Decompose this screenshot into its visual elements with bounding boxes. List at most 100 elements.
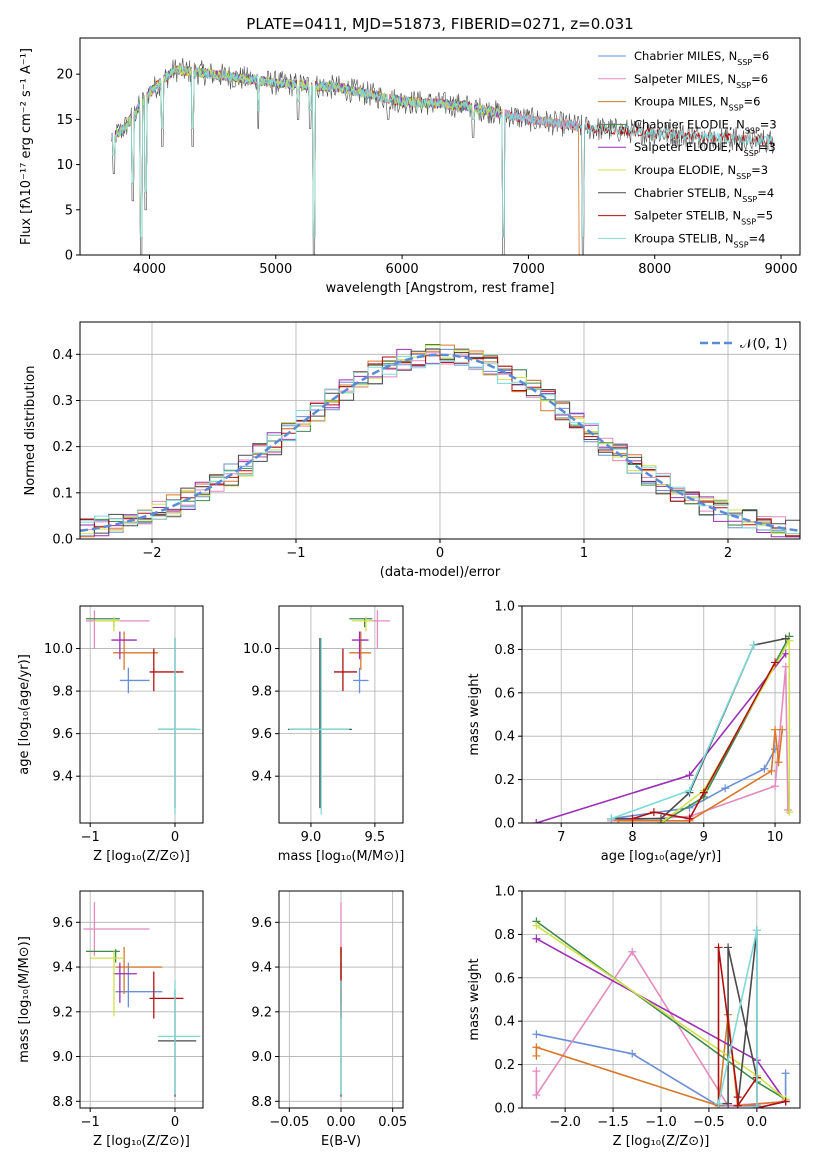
x-tick-label: 6000 <box>386 262 419 277</box>
x-axis-label: Z [log₁₀(Z/Z⊙)] <box>93 849 190 864</box>
data-point <box>781 1069 790 1078</box>
mass-vs-ebv-panel: −0.05 0.00 0.05 8.8 9.0 9.2 9.4 9.6 E(B-V) <box>251 890 407 1149</box>
data-point <box>781 662 790 671</box>
data-point <box>628 947 637 956</box>
spectrum-marks <box>111 58 776 255</box>
spectrum-line-kroupa-stelib <box>111 65 776 238</box>
x-tick-label: 0 <box>171 1115 179 1130</box>
data-point <box>774 758 783 767</box>
x-tick-label: 0.00 <box>327 1115 356 1130</box>
y-tick-label: 0.2 <box>494 1058 515 1073</box>
y-tick-label: 0.2 <box>52 440 73 455</box>
histogram-salpeter-stelib <box>80 355 800 537</box>
y-tick-label: 9.4 <box>52 961 73 976</box>
legend-label: Chabrier STELIB, NSSP=4 <box>634 186 774 204</box>
x-tick-label: 9.0 <box>301 830 322 845</box>
x-tick-label: 5000 <box>259 262 292 277</box>
y-axis-label: mass weight <box>467 958 482 1040</box>
series-line <box>660 637 791 823</box>
residuals-panel: −2 −1 0 1 2 0.0 0.1 0.2 0.3 0.4 (data-model)/error… <box>23 321 801 580</box>
age-vs-Z-panel: −1 0 9.4 9.6 9.8 10.0 Z [log₁₀(Z/Z⊙)] age [log₁… <box>17 605 204 864</box>
data-point <box>724 1099 733 1108</box>
errorbar-chabrier-miles <box>119 667 150 694</box>
y-axis-label: mass weight <box>467 673 482 755</box>
x-tick-label: 0.0 <box>747 1115 768 1130</box>
errorbar-salpeter-elodie <box>113 962 137 1003</box>
data-point <box>733 1093 742 1102</box>
y-tick-label: 0 <box>65 249 73 264</box>
x-tick-label: 9.5 <box>365 830 386 845</box>
x-tick-label: 7000 <box>512 262 545 277</box>
data-point <box>752 926 761 935</box>
y-tick-label: 0.4 <box>494 730 515 745</box>
x-axis-label: Z [log₁₀(Z/Z⊙)] <box>93 1134 190 1149</box>
x-axis-label: wavelength [Angstrom, rest frame] <box>326 281 555 296</box>
data-point <box>749 641 758 650</box>
data-point <box>532 1043 541 1052</box>
mass-vs-Z-frame <box>79 890 204 1109</box>
series-kroupa-miles <box>614 725 787 823</box>
legend-label: Chabrier ELODIE, NSSP=3 <box>634 117 777 135</box>
data-point <box>685 786 694 795</box>
residuals-marks <box>80 344 800 538</box>
y-tick-label: 0.1 <box>52 486 73 501</box>
x-tick-label: 0.05 <box>378 1115 407 1130</box>
y-tick-label: 1.0 <box>494 885 515 900</box>
errorbar-salpeter-stelib <box>149 648 184 692</box>
errorbar-salpeter-stelib <box>149 971 184 1019</box>
y-axis-label: age [log₁₀(age/yr)] <box>17 654 32 775</box>
spectrum-line-chabrier-stelib <box>111 58 775 255</box>
y-axis-label: Flux [fλ10⁻¹⁷ erg cm⁻² s⁻¹ A⁻¹] <box>19 48 34 245</box>
data-point <box>532 1051 541 1060</box>
series-kroupa-stelib <box>714 926 761 1108</box>
data-point <box>657 814 665 823</box>
data-point <box>685 771 694 780</box>
x-tick-label: 9 <box>700 830 708 845</box>
errorbar-kroupa-miles <box>115 946 163 994</box>
errorbar-chabrier-elodie <box>85 618 120 628</box>
y-tick-label: 9.6 <box>52 727 73 742</box>
data-point <box>685 814 694 823</box>
errorbar-kroupa-stelib <box>289 637 350 815</box>
data-point <box>714 1099 723 1108</box>
data-point <box>532 1030 541 1039</box>
data-point <box>760 764 769 773</box>
x-tick-label: −1.5 <box>597 1115 629 1130</box>
data-point <box>532 819 541 823</box>
x-tick-label: 10 <box>767 830 784 845</box>
errorbar-salpeter-miles <box>368 610 391 649</box>
data-point <box>785 636 794 645</box>
normal-curve <box>80 353 800 533</box>
x-axis-label: age [log₁₀(age/yr)] <box>601 849 722 864</box>
y-tick-label: 0.8 <box>494 928 515 943</box>
x-tick-label: 4000 <box>133 262 166 277</box>
x-tick-label: −2 <box>142 546 161 561</box>
data-point <box>532 1067 541 1076</box>
series-line <box>618 729 783 822</box>
y-tick-label: 0.6 <box>494 971 515 986</box>
errorbar-kroupa-miles <box>113 631 159 670</box>
x-tick-label: 9000 <box>765 262 798 277</box>
data-point <box>649 808 658 817</box>
x-axis-label: E(B-V) <box>321 1134 361 1149</box>
data-point <box>724 943 733 952</box>
mass-weight-vs-age-frame <box>521 605 801 824</box>
errorbar-kroupa-elodie <box>90 951 125 1017</box>
data-point <box>721 784 730 793</box>
data-point <box>767 766 776 775</box>
data-point <box>771 782 780 791</box>
x-tick-label: 0 <box>436 546 444 561</box>
age-vs-mass-panel: 9.0 9.5 9.4 9.6 9.8 10.0 mass [log₁₀(M/M⊙)] <box>243 605 404 864</box>
x-axis-label: Z [log₁₀(Z/Z⊙)] <box>613 1134 710 1149</box>
data-point <box>532 934 541 943</box>
series-salpeter-elodie <box>532 649 790 823</box>
x-tick-label: −1.0 <box>645 1115 677 1130</box>
series-line <box>717 929 758 1108</box>
data-point <box>781 634 790 643</box>
spectrum-frame <box>79 37 801 256</box>
legend: Chabrier MILES, NSSP=6 Salpeter MILES, NS… <box>598 49 777 249</box>
spectrum-line-salpeter-elodie <box>111 65 504 238</box>
age-vs-mass-marks <box>287 610 391 815</box>
series-salpeter-miles <box>607 662 792 823</box>
y-tick-label: 5 <box>65 203 73 218</box>
